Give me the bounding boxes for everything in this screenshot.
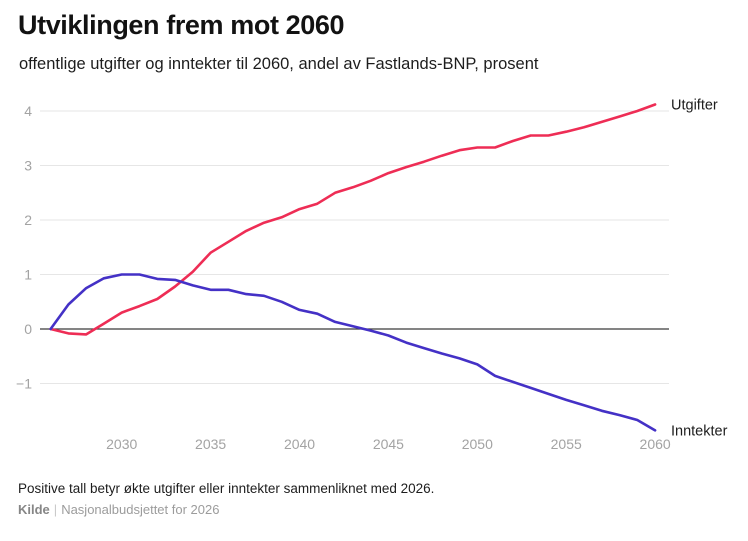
chart-subtitle: offentlige utgifter og inntekter til 206… bbox=[19, 55, 539, 73]
x-tick-label: 2055 bbox=[551, 436, 582, 452]
x-tick-label: 2030 bbox=[106, 436, 137, 452]
series-line-utgifter bbox=[49, 103, 657, 336]
series-label-utgifter: Utgifter bbox=[671, 97, 718, 113]
y-tick-label: 4 bbox=[24, 103, 32, 119]
source-line: Kilde | Nasjonalbudsjettet for 2026 bbox=[18, 502, 219, 517]
y-tick-label: −1 bbox=[16, 376, 32, 392]
source-label: Kilde bbox=[18, 502, 50, 517]
source-text: Nasjonalbudsjettet for 2026 bbox=[61, 502, 220, 517]
series-line-inntekter bbox=[49, 273, 657, 432]
y-tick-label: 0 bbox=[24, 321, 32, 337]
y-tick-label: 1 bbox=[24, 267, 32, 283]
y-tick-label: 3 bbox=[24, 158, 32, 174]
footnote: Positive tall betyr økte utgifter eller … bbox=[18, 481, 435, 496]
chart-title: Utviklingen frem mot 2060 bbox=[18, 10, 345, 40]
x-tick-label: 2045 bbox=[373, 436, 404, 452]
x-tick-label: 2040 bbox=[284, 436, 315, 452]
x-tick-label: 2060 bbox=[640, 436, 671, 452]
source-separator: | bbox=[53, 502, 58, 517]
x-tick-label: 2035 bbox=[195, 436, 226, 452]
series-label-inntekter: Inntekter bbox=[671, 423, 728, 439]
x-tick-label: 2050 bbox=[462, 436, 493, 452]
y-tick-label: 2 bbox=[24, 212, 32, 228]
